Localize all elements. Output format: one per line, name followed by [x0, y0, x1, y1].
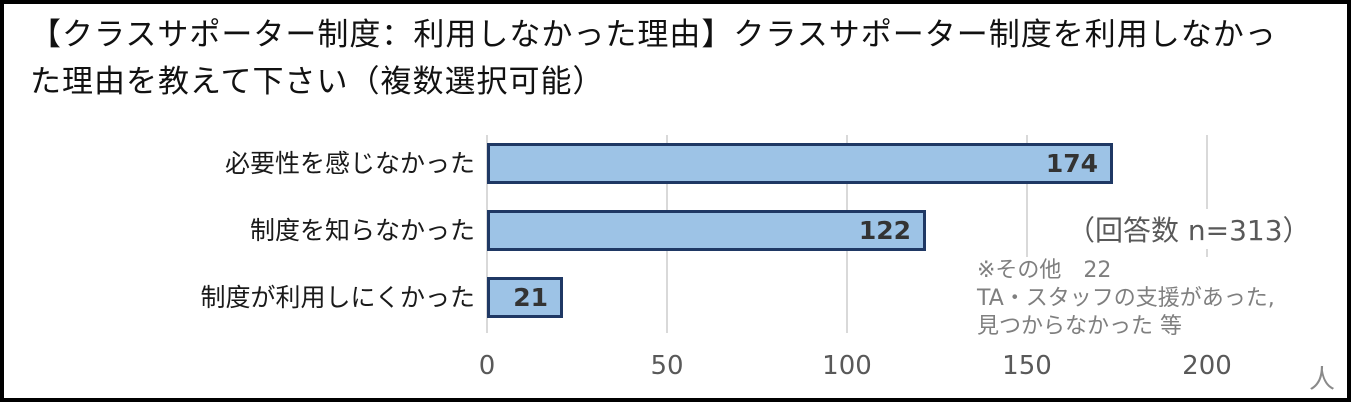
x-axis-tick: 200	[1182, 351, 1232, 381]
x-axis-tick: 100	[822, 351, 872, 381]
other-annotation: ※その他 22 TA・スタッフの支援があった, 見つからなかった 等	[977, 257, 1327, 341]
bar-value-label: 174	[1045, 149, 1098, 178]
x-axis-tick: 0	[478, 351, 496, 381]
category-label: 制度が利用しにくかった	[200, 283, 475, 312]
other-annotation-line2: TA・スタッフの支援があった,	[977, 286, 1275, 311]
bar-value-label: 122	[858, 216, 911, 245]
bar: 174	[487, 143, 1113, 184]
x-axis-tick: 150	[1002, 351, 1052, 381]
other-annotation-line3: 見つからなかった 等	[977, 314, 1182, 339]
category-label: 制度を知らなかった	[249, 216, 475, 245]
category-label: 必要性を感じなかった	[224, 149, 475, 178]
bar: 21	[487, 277, 563, 318]
bar: 122	[487, 210, 926, 251]
bar-value-label: 21	[513, 283, 548, 312]
x-axis-tick: 50	[650, 351, 684, 381]
respondents-annotation: （回答数 n=313）	[1067, 209, 1311, 249]
x-axis-unit-label: 人	[1309, 365, 1336, 395]
other-annotation-line1: ※その他 22	[977, 258, 1112, 283]
gridline-150	[1026, 135, 1028, 333]
chart-title: 【クラスサポーター制度：利用しなかった理由】クラスサポーター制度を利用しなかった…	[30, 17, 1277, 100]
